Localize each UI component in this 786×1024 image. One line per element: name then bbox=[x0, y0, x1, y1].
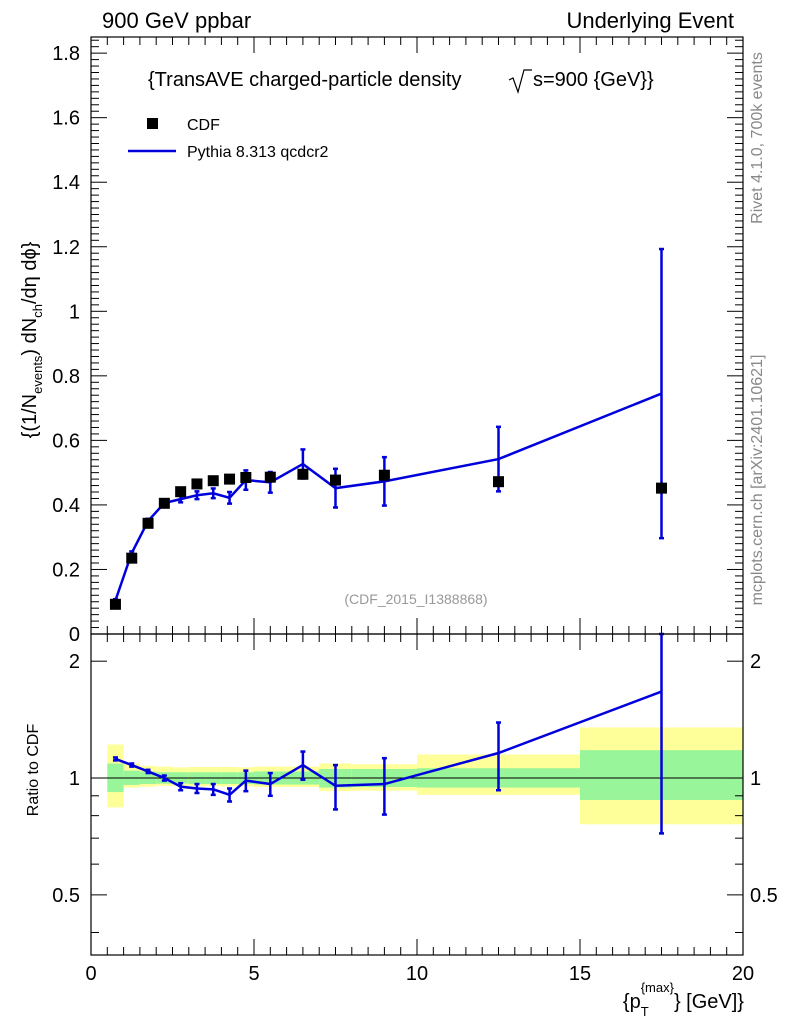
legend: CDF Pythia 8.313 qcdcr2 bbox=[128, 117, 329, 161]
ratio-y-tick-label-right: 2 bbox=[750, 651, 761, 673]
ratio-series-line bbox=[115, 690, 662, 797]
plot-title-sqrt: s=900 {GeV}} bbox=[533, 69, 654, 91]
cdf-point bbox=[240, 471, 252, 483]
main-ylabel: {(1/Nevents) dNch/dη dϕ} bbox=[19, 241, 45, 438]
x-tick-label: 0 bbox=[85, 963, 96, 985]
cdf-point bbox=[378, 469, 390, 481]
pythia-series-line bbox=[114, 392, 662, 601]
cdf-point bbox=[207, 475, 219, 487]
x-tick-label: 15 bbox=[569, 963, 591, 985]
ratio-ylabel: Ratio to CDF bbox=[25, 724, 42, 817]
cdf-point bbox=[158, 497, 170, 509]
plot-title-text: {TransAVE charged-particle density bbox=[148, 69, 462, 91]
ratio-y-tick-label-right: 0.5 bbox=[750, 885, 778, 907]
header-right: Underlying Event bbox=[566, 8, 734, 33]
ratio-y-tick-label-right: 1 bbox=[750, 768, 761, 790]
sqrt-symbol bbox=[508, 69, 532, 94]
x-tick-label: 5 bbox=[248, 963, 259, 985]
cdf-point bbox=[142, 517, 154, 529]
x-tick-label: 10 bbox=[406, 963, 428, 985]
header-left: 900 GeV ppbar bbox=[102, 8, 251, 33]
cdf-point bbox=[656, 482, 667, 494]
ratio-y-tick-label: 2 bbox=[69, 651, 80, 673]
y-tick-label: 1 bbox=[69, 301, 80, 323]
legend-label-pythia: Pythia 8.313 qcdcr2 bbox=[187, 144, 329, 161]
y-tick-label: 0.8 bbox=[52, 366, 80, 388]
cdf-point bbox=[493, 476, 504, 488]
x-tick-label: 20 bbox=[732, 963, 754, 985]
ratio-y-tick-label: 0.5 bbox=[52, 885, 80, 907]
cdf-point bbox=[109, 598, 121, 610]
analysis-watermark: (CDF_2015_I1388868) bbox=[344, 591, 487, 607]
y-tick-label: 0.6 bbox=[52, 430, 80, 452]
x-axis-label: {pT{max}} [GeV]} bbox=[623, 980, 744, 1019]
ratio-frame bbox=[90, 633, 744, 956]
y-tick-label: 0.4 bbox=[52, 495, 80, 517]
cdf-point bbox=[191, 478, 203, 490]
y-tick-label: 1.8 bbox=[52, 43, 80, 65]
plot-title: {TransAVE charged-particle density bbox=[148, 69, 462, 91]
y-tick-label: 1.2 bbox=[52, 237, 80, 259]
y-tick-label: 1.4 bbox=[52, 172, 80, 194]
legend-label-cdf: CDF bbox=[187, 117, 220, 134]
cdf-point bbox=[330, 474, 341, 486]
side-label-mcplots: mcplots.cern.ch [arXiv:2401.10621] bbox=[749, 355, 766, 606]
side-label-rivet: Rivet 4.1.0, 700k events bbox=[749, 52, 766, 224]
cdf-point bbox=[175, 486, 187, 498]
cdf-point bbox=[297, 468, 309, 480]
y-tick-label: 0 bbox=[69, 624, 80, 646]
cdf-point bbox=[224, 473, 236, 485]
cdf-point bbox=[264, 471, 276, 483]
y-tick-label: 1.6 bbox=[52, 108, 80, 130]
ratio-y-tick-label: 1 bbox=[69, 768, 80, 790]
y-tick-label: 0.2 bbox=[52, 559, 80, 581]
ratio-panel: 0 5 10 15 20 0.5 0.5 1 1 2 2 bbox=[52, 632, 778, 985]
main-panel: 0 0.2 0.4 0.6 0.8 1 1.2 1.4 1.6 1.8 bbox=[52, 36, 744, 955]
legend-marker-cdf bbox=[147, 118, 158, 129]
cdf-point bbox=[126, 552, 138, 564]
